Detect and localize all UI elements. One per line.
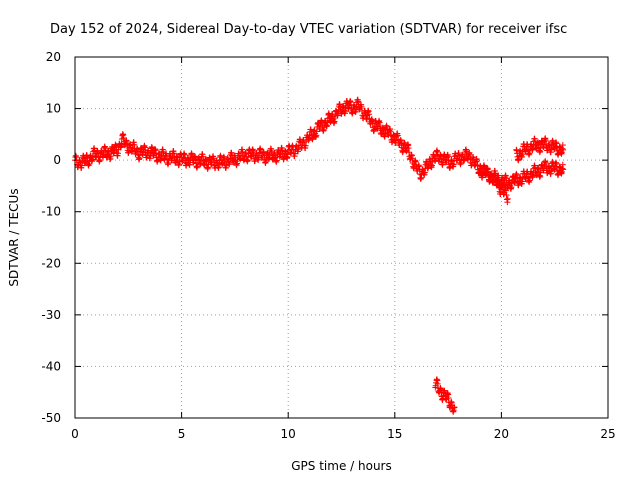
y-tick-label: -30 <box>41 308 61 322</box>
y-tick-label: 10 <box>46 102 61 116</box>
data-point <box>560 146 567 153</box>
data-points <box>72 96 567 415</box>
data-point <box>504 195 511 202</box>
axis-ticks: 0 5 10 15 20 25 20 10 0 -10 -20 -30 -40 -50 <box>41 50 615 441</box>
y-tick-label: 20 <box>46 50 61 64</box>
data-point <box>451 404 458 411</box>
plot-frame <box>74 56 609 419</box>
chart-title: Day 152 of 2024, Sidereal Day-to-day VTE… <box>50 22 567 37</box>
y-tick-label: -10 <box>41 205 61 219</box>
x-tick-label: 20 <box>494 427 509 441</box>
y-axis-label: SDTVAR / TECUs <box>7 188 21 286</box>
x-tick-label: 10 <box>281 427 296 441</box>
x-tick-label: 5 <box>178 427 186 441</box>
x-axis-label: GPS time / hours <box>291 459 392 473</box>
x-tick-label: 15 <box>387 427 402 441</box>
y-tick-label: -40 <box>41 359 61 373</box>
data-point <box>560 166 567 173</box>
y-tick-label: -50 <box>41 411 61 425</box>
y-tick-label: -20 <box>41 256 61 270</box>
x-tick-label: 25 <box>600 427 615 441</box>
x-tick-label: 0 <box>71 427 79 441</box>
y-tick-label: 0 <box>53 153 61 167</box>
